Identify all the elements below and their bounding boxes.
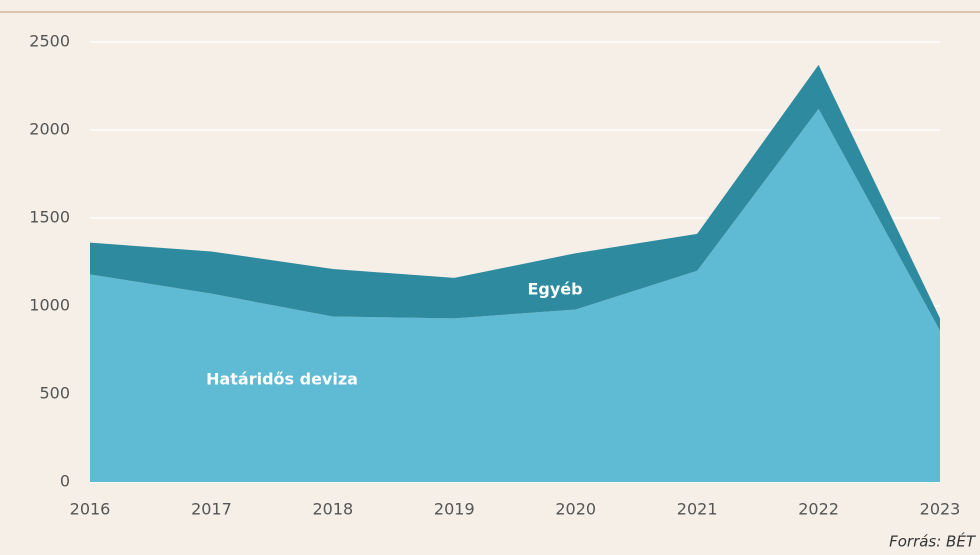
x-tick-label: 2022 bbox=[798, 500, 839, 519]
x-tick-label: 2020 bbox=[555, 500, 596, 519]
source: Forrás: BÉT bbox=[889, 532, 977, 551]
area-label: Határidős deviza bbox=[206, 370, 358, 389]
x-tick-label: 2016 bbox=[70, 500, 111, 519]
x-tick-label: 2019 bbox=[434, 500, 475, 519]
area-label: Egyéb bbox=[527, 280, 582, 299]
y-tick-label: 2000 bbox=[29, 120, 70, 139]
y-tick-label: 2500 bbox=[29, 32, 70, 51]
x-tick-label: 2017 bbox=[191, 500, 232, 519]
x-tick-label: 2023 bbox=[920, 500, 961, 519]
x-tick-label: 2021 bbox=[677, 500, 718, 519]
area bbox=[90, 64, 940, 331]
x-tick-label: 2018 bbox=[312, 500, 353, 519]
area bbox=[90, 108, 940, 482]
y-tick-label: 1000 bbox=[29, 296, 70, 315]
y-tick-label: 0 bbox=[60, 472, 70, 491]
y-tick-label: 500 bbox=[39, 384, 70, 403]
y-tick-label: 1500 bbox=[29, 208, 70, 227]
